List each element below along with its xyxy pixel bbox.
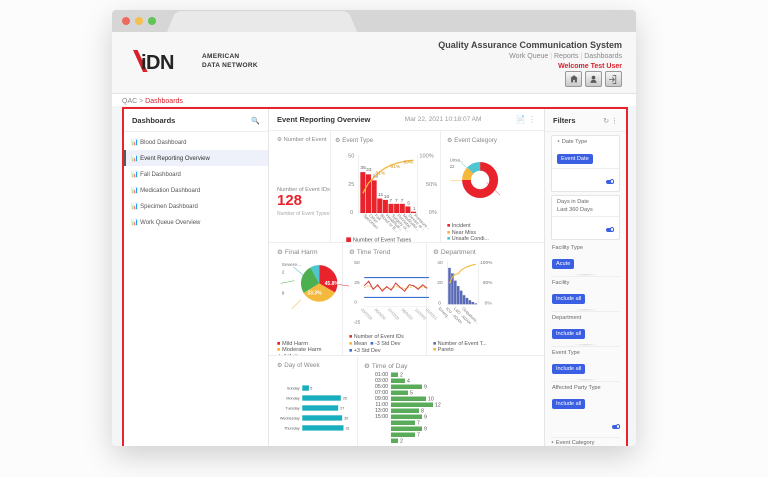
- svg-text:81%: 81%: [375, 171, 386, 177]
- svg-text:50%: 50%: [483, 280, 493, 286]
- svg-text:99%: 99%: [403, 159, 414, 165]
- svg-text:5: 5: [407, 201, 410, 207]
- svg-text:30: 30: [344, 416, 348, 420]
- svg-text:Tuesday: Tuesday: [285, 406, 299, 410]
- svg-text:29: 29: [343, 396, 347, 400]
- svg-text:25: 25: [348, 182, 354, 188]
- svg-text:9: 9: [424, 415, 427, 421]
- svg-text:40: 40: [437, 260, 443, 266]
- svg-text:10: 10: [428, 397, 434, 403]
- svg-text:2: 2: [400, 373, 403, 379]
- svg-text:33: 33: [366, 167, 372, 173]
- svg-text:100%: 100%: [419, 154, 433, 160]
- svg-text:Unsa...: Unsa...: [450, 158, 464, 163]
- svg-text:0%: 0%: [429, 210, 437, 216]
- svg-text:05/2020: 05/2020: [373, 307, 387, 321]
- svg-text:7: 7: [395, 198, 398, 204]
- svg-text:50%: 50%: [426, 182, 437, 188]
- svg-text:91%: 91%: [390, 164, 401, 170]
- svg-text:7: 7: [389, 198, 392, 204]
- svg-text:0%: 0%: [485, 300, 493, 306]
- svg-text:7: 7: [417, 433, 420, 439]
- svg-text:0: 0: [350, 210, 353, 216]
- svg-text:Sunday: Sunday: [287, 386, 300, 390]
- svg-text:Wednesday: Wednesday: [280, 416, 300, 420]
- svg-text:Thursday: Thursday: [284, 426, 300, 430]
- svg-text:100%: 100%: [480, 260, 493, 266]
- svg-text:33.3%: 33.3%: [307, 290, 322, 296]
- svg-text:Severe...: Severe...: [282, 262, 301, 268]
- svg-text:-25: -25: [353, 320, 360, 326]
- svg-text:11: 11: [378, 192, 383, 198]
- svg-text:8: 8: [282, 290, 285, 296]
- svg-text:5: 5: [310, 386, 312, 390]
- svg-text:7: 7: [417, 421, 420, 427]
- svg-text:0: 0: [354, 300, 357, 306]
- svg-text:12: 12: [435, 403, 441, 409]
- svg-text:7: 7: [401, 198, 404, 204]
- svg-text:45.8%: 45.8%: [325, 281, 340, 287]
- svg-text:9: 9: [424, 427, 427, 433]
- svg-text:1: 1: [413, 206, 416, 212]
- svg-text:iDN: iDN: [141, 52, 174, 74]
- svg-text:2: 2: [282, 269, 285, 275]
- svg-text:2: 2: [400, 439, 403, 445]
- svg-text:9: 9: [424, 385, 427, 391]
- svg-text:15:00: 15:00: [375, 414, 388, 420]
- svg-text:22: 22: [450, 164, 455, 169]
- svg-text:5: 5: [410, 391, 413, 397]
- svg-text:50: 50: [348, 154, 354, 160]
- svg-text:25: 25: [354, 280, 360, 286]
- svg-text:03/2020: 03/2020: [360, 307, 374, 321]
- svg-text:20: 20: [437, 280, 443, 286]
- svg-text:4: 4: [407, 379, 410, 385]
- svg-text:Monday: Monday: [286, 396, 299, 400]
- svg-text:27: 27: [340, 406, 344, 410]
- svg-text:07/2020: 07/2020: [387, 307, 401, 321]
- svg-text:Number of Event Types: Number of Event Types: [353, 238, 412, 242]
- svg-text:09/2020: 09/2020: [400, 307, 414, 321]
- svg-text:50: 50: [354, 260, 360, 266]
- svg-text:31: 31: [345, 426, 349, 430]
